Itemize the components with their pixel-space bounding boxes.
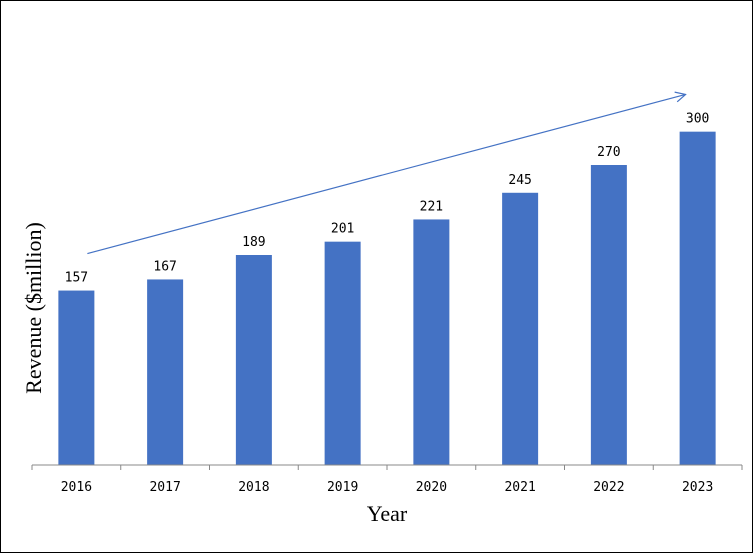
- x-tick-label-2017: 2017: [149, 480, 180, 495]
- bar-2016: [58, 290, 95, 465]
- bar-2017: [147, 279, 184, 465]
- data-labels-layer: 157 167 189 201 221 245 270 300: [65, 112, 710, 286]
- x-axis: 2016 2017 2018 2019 2020 2021 2022 2023: [31, 464, 743, 495]
- bar-2018: [235, 255, 272, 465]
- data-label-2017: 167: [153, 259, 176, 274]
- bar-2020: [413, 219, 450, 465]
- x-tick-label-2023: 2023: [682, 480, 713, 495]
- bars-layer: [58, 131, 716, 465]
- data-label-2018: 189: [242, 235, 265, 250]
- data-label-2020: 221: [420, 199, 443, 214]
- x-tick-label-2018: 2018: [238, 480, 269, 495]
- trend-arrow: [87, 95, 684, 255]
- x-tick-label-2020: 2020: [416, 480, 447, 495]
- data-label-2021: 245: [508, 173, 531, 188]
- bar-2023: [679, 131, 716, 465]
- data-label-2022: 270: [597, 145, 620, 160]
- bar-2022: [590, 165, 627, 465]
- data-label-2023: 300: [686, 112, 709, 127]
- y-axis-title: Revenue ($million): [21, 222, 46, 394]
- bar-2019: [324, 241, 361, 465]
- data-label-2016: 157: [65, 271, 88, 286]
- x-tick-label-2016: 2016: [61, 480, 92, 495]
- bar-2021: [502, 192, 539, 465]
- trend-layer: [87, 95, 684, 255]
- x-tick-label-2022: 2022: [593, 480, 624, 495]
- x-tick-label-2019: 2019: [327, 480, 358, 495]
- x-tick-label-2021: 2021: [504, 480, 535, 495]
- x-axis-title: Year: [367, 501, 408, 526]
- data-label-2019: 201: [331, 222, 354, 237]
